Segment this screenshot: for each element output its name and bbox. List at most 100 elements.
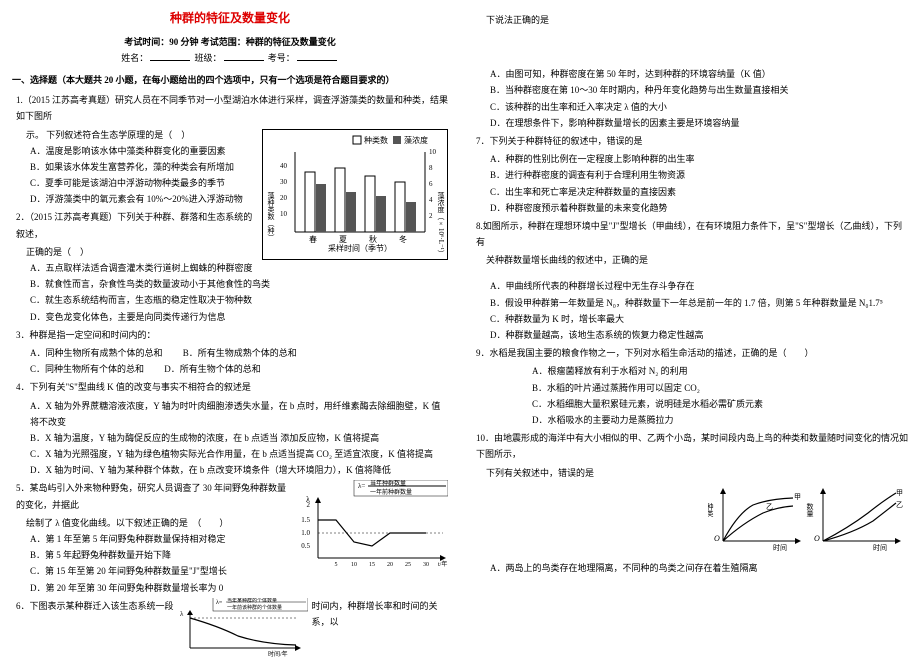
- chart1-legend1: 种类数: [364, 135, 388, 145]
- svg-text:甲: 甲: [896, 489, 903, 497]
- svg-text:6: 6: [429, 180, 433, 188]
- q7-A: A．种群的性别比例在一定程度上影响种群的出生率: [490, 151, 908, 167]
- q7-C: C．出生率和死亡率是决定种群数量的直接因素: [490, 184, 908, 200]
- q3-row1: A．同种生物所有成熟个体的总和 B．所有生物成熟个体的总和: [30, 345, 448, 361]
- q2-B: B．就食性而言，杂食性鸟类的数量波动小于其他食性的鸟类: [30, 276, 448, 292]
- q2-D: D．变色龙变化体色，主要是向同类传递行为信息: [30, 309, 448, 325]
- name-label: 姓名：: [121, 53, 148, 63]
- id-label: 考号：: [268, 53, 295, 63]
- q2-A: A．五点取样法适合调查灌木类行道树上蜘蛛的种群密度: [30, 260, 448, 276]
- id-blank: [297, 60, 337, 61]
- q7-D: D．种群密度预示着种群数量的未来变化趋势: [490, 200, 908, 216]
- svg-text:λ=: λ=: [216, 600, 223, 606]
- q6-stem2: 时间内，种群增长率和时间的关系，以: [312, 598, 448, 630]
- q3-D: D．所有生物个体的总和: [164, 364, 261, 374]
- svg-text:25: 25: [405, 562, 411, 568]
- q4-A: A．X 轴为外界蔗糖溶液浓度，Y 轴为时叶肉细胞渗透失水量，在 b 点时，用纤维…: [30, 398, 448, 430]
- q3-A: A．同种生物所有成熟个体的总和: [30, 348, 163, 358]
- q3-C: C．同种生物所有个体的总和: [30, 364, 144, 374]
- q2-C: C．就生态系统结构而言，生态瓶的稳定性取决于物种数: [30, 292, 448, 308]
- svg-text:当年种群数量: 当年种群数量: [370, 480, 406, 487]
- chart6-svg: λ= 当年某种群的个体数量 一年前该种群的个体数量 λ 时间/年: [178, 598, 308, 658]
- q9-D: D．水稻吸水的主要动力是蒸腾拉力: [532, 412, 908, 428]
- left-column: 种群的特征及数量变化 考试时间：90 分钟 考试范围：种群的特征及数量变化 姓名…: [0, 0, 460, 651]
- svg-text:时间: 时间: [773, 543, 787, 552]
- svg-text:时间: 时间: [873, 543, 887, 552]
- q6-D: D．在理想条件下，影响种群数量增长的因素主要是环境容纳量: [490, 115, 908, 131]
- svg-text:10: 10: [351, 562, 357, 568]
- q10-A: A．两岛上的鸟类存在地理隔离，不同种的鸟类之间存在着生殖隔离: [490, 560, 908, 576]
- student-info: 姓名： 班级： 考号：: [12, 50, 448, 66]
- svg-text:20: 20: [387, 562, 393, 568]
- svg-text:冬: 冬: [399, 234, 407, 244]
- chart1-svg: 种类数 藻浓度 10 20 30 40 2 4 6 8 10: [265, 132, 445, 252]
- q6-C: C．该种群的出生率和迁入率决定 λ 值的大小: [490, 99, 908, 115]
- svg-text:1.0: 1.0: [301, 529, 310, 537]
- q6-line: 6．下图表示某种群迁入该生态系统一段 λ= 当年某种群的个体数量 一年前该种群的…: [16, 598, 448, 663]
- q3-stem: 3．种群是指一定空间和时间内的：: [16, 327, 448, 343]
- chart5-svg: λ= 当年种群数量 一年前种群数量 λ 2 1.5 1.0 0.5 5 10 1…: [298, 480, 448, 570]
- svg-text:甲: 甲: [794, 493, 801, 501]
- name-blank: [150, 60, 190, 61]
- q7-stem: 7．下列关于种群特征的叙述中，错误的是: [476, 133, 908, 149]
- svg-text:数量: 数量: [806, 502, 814, 517]
- chart1-legend2: 藻浓度: [404, 135, 428, 145]
- svg-text:藻浓度（×10⁶·L⁻¹）: 藻浓度（×10⁶·L⁻¹）: [437, 191, 445, 252]
- class-blank: [224, 60, 264, 61]
- svg-text:O: O: [714, 534, 720, 543]
- q8-C: C．种群数量为 K 时，增长率最大: [490, 311, 908, 327]
- svg-text:乙: 乙: [896, 501, 903, 509]
- svg-text:2: 2: [307, 501, 311, 509]
- svg-text:λ: λ: [180, 610, 184, 618]
- svg-text:2: 2: [429, 212, 433, 220]
- svg-text:20: 20: [280, 194, 288, 202]
- svg-text:乙: 乙: [766, 503, 773, 511]
- q6-A: A．由图可知，种群密度在第 50 年时，达到种群的环境容纳量（K 值）: [490, 66, 908, 82]
- q9-B: B．水稻的叶片通过蒸腾作用可以固定 CO₂: [532, 380, 908, 396]
- q4-D: D．X 轴为时间、Y 轴为某种群个体数，在 b 点改变环境条件（增大环境阻力），…: [30, 462, 448, 478]
- chart5-box: λ= 当年种群数量 一年前种群数量 λ 2 1.5 1.0 0.5 5 10 1…: [298, 480, 448, 575]
- chart10-svg: 种类 O 时间 甲 乙 数量 O 时间 甲 乙: [708, 483, 908, 553]
- q4-B: B．X 轴为温度，Y 轴为酶促反应的生成物的浓度，在 b 点适当 添加反应物，K…: [30, 430, 448, 446]
- svg-text:10: 10: [280, 210, 288, 218]
- q8-stem: 8.如图所示，种群在理想环境中呈"J"型增长（甲曲线），在有环境阻力条件下，呈"…: [476, 218, 908, 250]
- svg-text:种类: 种类: [708, 502, 714, 518]
- svg-text:10: 10: [429, 148, 437, 156]
- svg-text:一年前该种群的个体数量: 一年前该种群的个体数量: [227, 604, 282, 611]
- q6-stem1: 6．下图表示某种群迁入该生态系统一段: [16, 598, 174, 614]
- q10-stem: 10．由地震形成的海洋中有大小相似的甲、乙两个小岛，某时间段内岛上鸟的种类和数量…: [476, 430, 908, 462]
- exam-info: 考试时间：90 分钟 考试范围：种群的特征及数量变化: [12, 34, 448, 50]
- svg-text:藻种类数（种）: 藻种类数（种）: [267, 191, 275, 241]
- svg-text:0.5: 0.5: [301, 542, 310, 550]
- svg-text:5: 5: [335, 562, 338, 568]
- q9-A: A．根瘤菌释放有利于水稻对 N₂ 的利用: [532, 363, 908, 379]
- q1-stem: 1.（2015 江苏高考真题）研究人员在不同季节对一小型湖泊水体进行采样，调查浮…: [16, 92, 448, 124]
- svg-text:4: 4: [429, 196, 433, 204]
- q8-stem2: 关种群数量增长曲线的叙述中，正确的是: [486, 252, 908, 268]
- svg-text:O: O: [814, 534, 820, 543]
- chart6-box: λ= 当年某种群的个体数量 一年前该种群的个体数量 λ 时间/年: [178, 598, 308, 663]
- q5-D: D．第 20 年至第 30 年间野兔种群数量增长率为 0: [30, 580, 448, 596]
- svg-text:1.5: 1.5: [301, 516, 310, 524]
- doc-title: 种群的特征及数量变化: [12, 8, 448, 30]
- svg-text:夏: 夏: [339, 235, 347, 244]
- svg-text:t/年: t/年: [438, 560, 447, 568]
- svg-text:15: 15: [369, 562, 375, 568]
- q10-stem2: 下列有关叙述中，错误的是: [486, 465, 908, 481]
- svg-text:30: 30: [280, 178, 288, 186]
- chart1-box: 种类数 藻浓度 10 20 30 40 2 4 6 8 10: [262, 129, 448, 260]
- q9-stem: 9．水稻是我国主要的粮食作物之一，下列对水稻生命活动的描述，正确的是（ ）: [476, 345, 908, 361]
- svg-text:春: 春: [309, 234, 317, 244]
- svg-text:40: 40: [280, 162, 288, 170]
- class-label: 班级：: [194, 53, 221, 63]
- q3-B: B．所有生物成熟个体的总和: [183, 348, 297, 358]
- svg-text:一年前种群数量: 一年前种群数量: [370, 488, 412, 496]
- q4-stem: 4．下列有关"S"型曲线 K 值的改变与事实不相符合的叙述是: [16, 379, 448, 395]
- q8-D: D．种群数量越高，该地生态系统的恢复力稳定性越高: [490, 327, 908, 343]
- q4-C: C．X 轴为光照强度，Y 轴为绿色植物实际光合作用量，在 b 点适当提高 CO₂…: [30, 446, 448, 462]
- q6-stem3: 下说法正确的是: [486, 12, 908, 28]
- svg-text:当年某种群的个体数量: 当年某种群的个体数量: [227, 598, 277, 604]
- svg-text:8: 8: [429, 164, 433, 172]
- q8-A: A．甲曲线所代表的种群增长过程中无生存斗争存在: [490, 278, 908, 294]
- chart10-box: 种类 O 时间 甲 乙 数量 O 时间 甲 乙: [708, 483, 908, 558]
